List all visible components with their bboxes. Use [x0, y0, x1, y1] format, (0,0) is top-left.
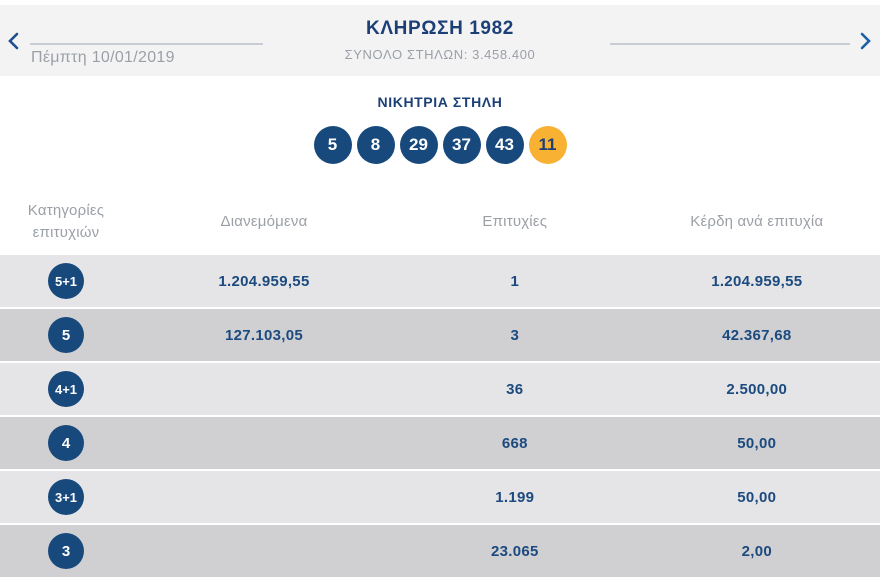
draw-header: Πέμπτη 10/01/2019 ΚΛΗΡΩΣΗ 1982 ΣΥΝΟΛΟ ΣΤ…	[0, 5, 880, 76]
wins-value: 668	[501, 434, 528, 452]
column-header-categories: Κατηγορίες επιτυχιών	[27, 201, 105, 241]
table-row: 3 23.065 2,00	[0, 525, 880, 577]
winnings-value: 50,00	[737, 434, 777, 452]
table-row: 5+1 1.204.959,55 1 1.204.959,55	[0, 255, 880, 307]
winning-number-ball: 5	[313, 126, 352, 164]
draw-date: Πέμπτη 10/01/2019	[31, 49, 175, 66]
header-divider-left	[30, 43, 263, 45]
column-header-wins: Επιτυχίες	[482, 213, 548, 230]
winnings-value: 1.204.959,55	[711, 272, 803, 290]
wins-value: 1	[510, 272, 520, 290]
previous-draw-button[interactable]	[5, 32, 21, 55]
category-badge: 3	[48, 533, 84, 569]
category-badge: 3+1	[48, 479, 84, 515]
table-row: 3+1 1.199 50,00	[0, 471, 880, 523]
wins-value: 36	[506, 380, 524, 398]
wins-value: 1.199	[495, 488, 535, 506]
winnings-value: 50,00	[737, 488, 777, 506]
category-badge: 5	[48, 317, 84, 353]
winning-number-ball: 37	[442, 126, 481, 164]
column-header-distributed: Διανεμόμενα	[220, 213, 308, 230]
joker-number-ball: 11	[528, 126, 567, 164]
total-columns-label: ΣΥΝΟΛΟ ΣΤΗΛΩΝ: 3.458.400	[344, 47, 536, 62]
winning-number-ball: 8	[356, 126, 395, 164]
column-header-winnings: Κέρδη ανά επιτυχία	[690, 213, 824, 230]
winnings-value: 42.367,68	[722, 326, 792, 344]
next-draw-button[interactable]	[858, 32, 874, 55]
winnings-value: 2.500,00	[726, 380, 788, 398]
winning-column-section: ΝΙΚΗΤΡΙΑ ΣΤΗΛΗ 5 8 29 37 43 11	[0, 94, 880, 164]
category-badge: 5+1	[48, 263, 84, 299]
winnings-value: 2,00	[741, 542, 772, 560]
table-row: 5 127.103,05 3 42.367,68	[0, 309, 880, 361]
header-divider-right	[610, 43, 850, 45]
distributed-value: 1.204.959,55	[218, 272, 310, 290]
draw-title: ΚΛΗΡΩΣΗ 1982	[366, 18, 514, 39]
chevron-right-icon	[860, 32, 872, 55]
winning-column-label: ΝΙΚΗΤΡΙΑ ΣΤΗΛΗ	[377, 94, 503, 110]
winning-number-ball: 29	[399, 126, 438, 164]
table-row: 4+1 36 2.500,00	[0, 363, 880, 415]
category-badge: 4+1	[48, 371, 84, 407]
prize-table-header: Κατηγορίες επιτυχιών Διανεμόμενα Επιτυχί…	[0, 190, 880, 253]
prize-table: Κατηγορίες επιτυχιών Διανεμόμενα Επιτυχί…	[0, 190, 880, 577]
chevron-left-icon	[7, 32, 19, 55]
wins-value: 23.065	[490, 542, 539, 560]
category-badge: 4	[48, 425, 84, 461]
table-row: 4 668 50,00	[0, 417, 880, 469]
winning-number-ball: 43	[485, 126, 524, 164]
wins-value: 3	[510, 326, 520, 344]
distributed-value: 127.103,05	[224, 326, 304, 344]
winning-numbers: 5 8 29 37 43 11	[0, 126, 880, 164]
